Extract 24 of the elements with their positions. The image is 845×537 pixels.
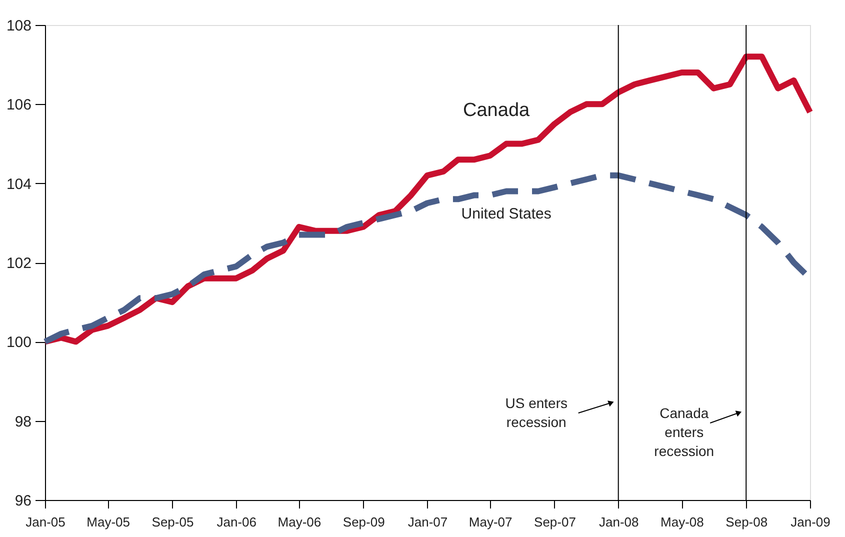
x-tick-label: Sep-07 (534, 514, 576, 530)
x-tick-label: May-07 (468, 514, 512, 530)
y-tick-label: 108 (6, 18, 32, 34)
y-tick-label: 102 (6, 255, 32, 272)
y-tick-label: 100 (6, 334, 32, 352)
series-label: United States (461, 205, 552, 222)
y-tick-label: 98 (14, 413, 32, 430)
x-tick-label: Jan-06 (216, 514, 256, 530)
annotation: Canada enters recession (654, 405, 714, 459)
x-tick-label: May-06 (278, 514, 322, 530)
series-label: Canada (463, 100, 530, 121)
x-tick-label: Jan-08 (598, 514, 639, 530)
x-tick-label: Jan-05 (26, 514, 66, 530)
x-tick-label: Sep-05 (152, 514, 194, 530)
x-tick-label: May-08 (660, 514, 704, 530)
x-tick-label: Sep-08 (726, 514, 768, 530)
x-tick-label: Sep-09 (342, 514, 385, 530)
x-tick-label: Jan-09 (790, 514, 830, 530)
annotation: US enters recession (505, 395, 568, 430)
y-tick-label: 104 (6, 176, 32, 193)
y-tick-label: 106 (6, 96, 32, 114)
x-tick-label: May-05 (86, 514, 130, 530)
x-tick-label: Jan-07 (408, 514, 448, 530)
y-tick-label: 96 (14, 492, 32, 510)
